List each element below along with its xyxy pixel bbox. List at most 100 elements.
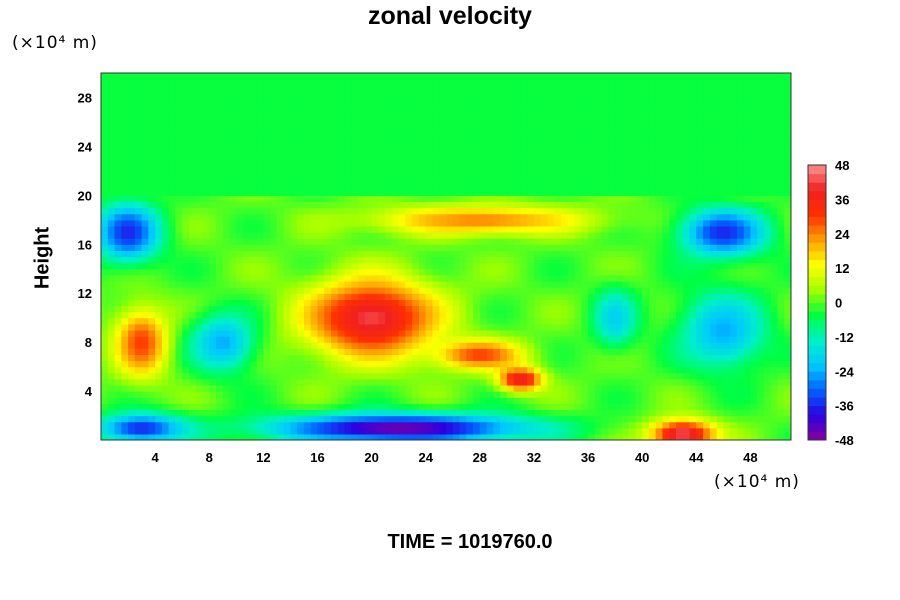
field-cell — [317, 342, 325, 349]
field-cell — [148, 268, 156, 276]
field-cell — [358, 305, 366, 313]
field-cell — [608, 207, 616, 215]
field-cell — [676, 415, 684, 423]
field-cell — [209, 256, 217, 264]
field-cell — [107, 403, 116, 411]
field-cell — [703, 397, 711, 404]
field-cell — [730, 323, 738, 331]
field-cell — [175, 280, 183, 288]
field-cell — [249, 336, 258, 343]
field-cell — [324, 293, 332, 300]
field-cell — [310, 280, 319, 288]
field-cell — [574, 280, 582, 288]
field-cell — [777, 403, 785, 411]
field-cell — [757, 311, 765, 319]
field-cell — [446, 176, 454, 184]
field-cell — [378, 403, 386, 411]
field-cell — [229, 183, 237, 190]
field-cell — [554, 256, 562, 264]
field-cell — [378, 384, 386, 392]
field-cell — [770, 397, 779, 404]
field-cell — [425, 293, 434, 300]
field-cell — [148, 409, 156, 417]
field-cell — [391, 189, 400, 196]
field-cell — [229, 354, 237, 362]
field-cell — [696, 238, 704, 245]
field-cell — [709, 391, 718, 398]
field-cell — [324, 360, 332, 368]
field-cell — [168, 268, 177, 276]
field-cell — [229, 232, 237, 239]
field-cell — [736, 391, 745, 398]
field-cell — [412, 189, 420, 196]
field-cell — [594, 158, 603, 166]
field-cell — [452, 348, 461, 355]
field-cell — [486, 323, 494, 331]
field-cell — [473, 146, 481, 154]
field-cell — [588, 140, 596, 147]
field-cell — [303, 274, 312, 282]
field-cell — [736, 299, 745, 307]
field-cell — [655, 225, 664, 233]
field-cell — [581, 329, 589, 337]
field-cell — [601, 213, 609, 221]
field-cell — [209, 232, 217, 239]
field-cell — [324, 280, 332, 288]
field-cell — [520, 415, 528, 423]
field-cell — [391, 360, 400, 368]
field-cell — [561, 176, 569, 184]
field-cell — [615, 250, 623, 258]
field-cell — [723, 287, 731, 294]
field-cell — [581, 207, 589, 215]
field-cell — [696, 293, 704, 300]
field-cell — [371, 372, 379, 380]
field-cell — [385, 397, 393, 404]
field-cell — [784, 256, 791, 264]
field-cell — [256, 268, 264, 276]
field-cell — [588, 354, 596, 362]
field-cell — [324, 250, 332, 258]
field-cell — [385, 378, 393, 386]
field-cell — [770, 170, 779, 178]
field-cell — [209, 348, 217, 355]
field-cell — [331, 170, 339, 178]
field-cell — [561, 433, 569, 440]
field-cell — [195, 158, 204, 166]
field-cell — [736, 403, 745, 411]
field-cell — [107, 336, 116, 343]
field-cell — [703, 287, 711, 294]
field-cell — [784, 317, 791, 325]
field-cell — [479, 360, 488, 368]
field-cell — [763, 280, 772, 288]
field-cell — [784, 280, 791, 288]
field-cell — [648, 391, 657, 398]
field-cell — [723, 433, 731, 440]
field-cell — [669, 287, 677, 294]
field-cell — [486, 183, 494, 190]
field-cell — [432, 415, 440, 423]
field-cell — [784, 342, 791, 349]
field-cell — [114, 225, 122, 233]
field-cell — [358, 189, 366, 196]
field-cell — [588, 342, 596, 349]
field-cell — [655, 140, 664, 147]
field-cell — [500, 250, 508, 258]
field-cell — [581, 189, 589, 196]
field-cell — [723, 232, 731, 239]
field-cell — [682, 378, 691, 386]
field-cell — [161, 354, 170, 362]
field-cell — [236, 274, 244, 282]
field-cell — [533, 421, 542, 429]
field-cell — [446, 213, 454, 221]
field-cell — [486, 397, 494, 404]
field-cell — [567, 378, 576, 386]
field-cell — [331, 427, 339, 435]
field-cell — [161, 213, 170, 221]
field-cell — [669, 421, 677, 429]
field-cell — [236, 421, 244, 429]
field-cell — [439, 238, 447, 245]
field-cell — [263, 433, 271, 440]
field-cell — [716, 195, 724, 203]
field-cell — [736, 378, 745, 386]
field-cell — [364, 176, 373, 184]
